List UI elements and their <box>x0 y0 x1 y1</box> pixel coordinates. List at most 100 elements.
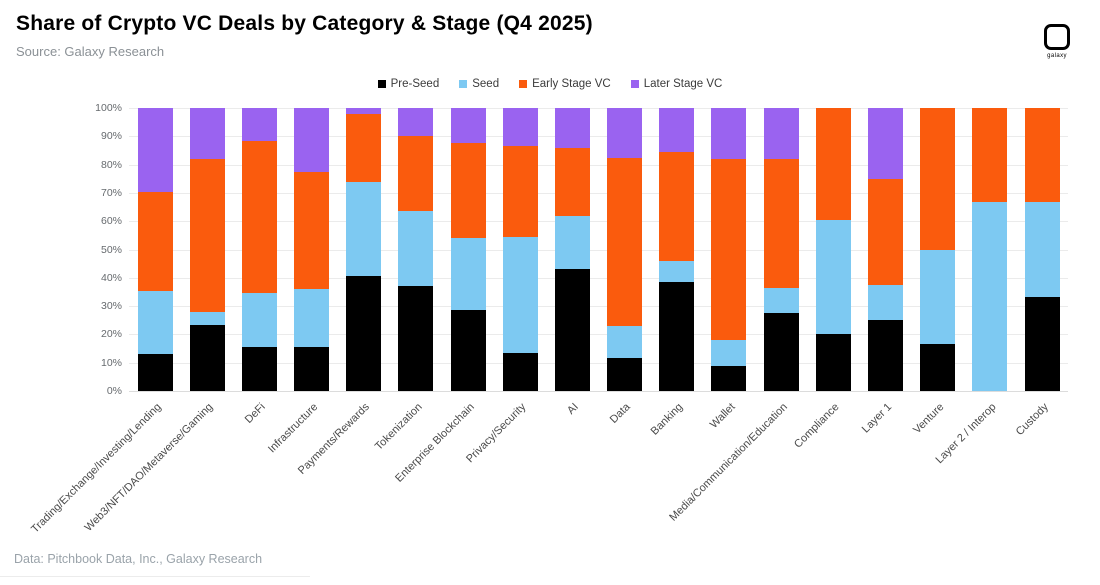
bar-segment-early-stage-vc <box>920 108 956 250</box>
bar-segment-pre-seed <box>294 347 330 391</box>
x-tick-label: Data <box>608 401 634 426</box>
bar-segment-pre-seed <box>763 313 799 391</box>
chart-source: Source: Galaxy Research <box>16 44 165 59</box>
x-tick-label: Venture <box>910 401 947 437</box>
gridline-20 <box>129 334 1068 336</box>
stacked-bar <box>763 108 799 391</box>
bar-segment-later-stage-vc <box>659 108 695 152</box>
legend-label: Pre-Seed <box>390 78 440 90</box>
bar-segment-seed <box>763 287 799 314</box>
gridline-70 <box>129 192 1068 194</box>
bar-segment-seed <box>294 289 330 348</box>
bar-segment-early-stage-vc <box>659 151 695 261</box>
bar-slot <box>651 108 703 391</box>
x-tick-label: Wallet <box>707 401 738 431</box>
bar-slot <box>703 108 755 391</box>
bar-segment-seed <box>972 202 1008 391</box>
legend-swatch-icon <box>519 80 528 88</box>
y-tick-label: 100% <box>95 102 122 114</box>
bar-slot <box>338 108 390 391</box>
bar-segment-early-stage-vc <box>346 113 382 182</box>
bar-segment-later-stage-vc <box>502 108 538 147</box>
bar-segment-pre-seed <box>920 343 956 391</box>
galaxy-logo: galaxy <box>1040 24 1074 59</box>
legend-label: Early Stage VC <box>532 78 611 90</box>
stacked-bar <box>450 108 486 391</box>
stacked-bar <box>815 108 851 391</box>
bar-segment-seed <box>502 236 538 353</box>
gridline-100 <box>129 108 1068 109</box>
stacked-bar <box>972 108 1008 391</box>
bar-segment-pre-seed <box>815 334 851 391</box>
bar-segment-seed <box>450 238 486 311</box>
bar-segment-pre-seed <box>867 320 903 391</box>
bar-slot <box>807 108 859 391</box>
y-tick-label: 0% <box>106 385 122 397</box>
y-tick-label: 30% <box>100 300 122 313</box>
bar-segment-seed <box>1024 202 1060 297</box>
stacked-bar <box>398 108 434 391</box>
bar-segment-seed <box>920 249 956 344</box>
bar-segment-early-stage-vc <box>450 143 486 239</box>
bar-segment-pre-seed <box>1024 296 1060 391</box>
galaxy-logo-icon <box>1044 24 1070 50</box>
y-tick-label: 20% <box>100 328 122 341</box>
stacked-bar <box>189 108 225 391</box>
stacked-bar <box>294 108 330 391</box>
bar-slot <box>286 108 338 391</box>
bar-segment-early-stage-vc <box>815 108 851 220</box>
bar-slot <box>390 108 442 391</box>
legend-item-seed: Seed <box>459 78 499 90</box>
legend-swatch-icon <box>630 80 639 88</box>
y-tick-label: 60% <box>100 215 122 228</box>
bar-slot <box>599 108 651 391</box>
bar-segment-early-stage-vc <box>763 158 799 288</box>
bar-segment-early-stage-vc <box>554 147 590 216</box>
bar-slot <box>859 108 911 391</box>
y-tick-label: 70% <box>100 186 122 199</box>
bar-segment-pre-seed <box>607 358 643 391</box>
x-tick-label: AI <box>565 401 581 417</box>
gridline-60 <box>129 221 1068 223</box>
legend-label: Later Stage VC <box>643 78 723 90</box>
legend-swatch-icon <box>459 80 468 88</box>
legend-item-pre-seed: Pre-Seed <box>377 78 440 90</box>
gridline-50 <box>129 249 1068 251</box>
bar-segment-early-stage-vc <box>867 178 903 285</box>
bar-segment-later-stage-vc <box>554 108 590 148</box>
bar-segment-pre-seed <box>398 286 434 391</box>
y-tick-label: 50% <box>100 243 122 256</box>
gridline-90 <box>129 136 1068 138</box>
plot-area <box>129 108 1068 392</box>
bar-segment-later-stage-vc <box>607 108 643 158</box>
x-tick-label: Custody <box>1013 401 1051 439</box>
x-tick-label: Media/Communication/Education <box>667 401 790 524</box>
bar-segment-early-stage-vc <box>972 108 1008 203</box>
x-tick-label: Tokenization <box>372 401 425 453</box>
stacked-bar <box>920 108 956 391</box>
bar-segment-seed <box>398 211 434 287</box>
x-tick-label: Compliance <box>792 401 842 451</box>
bar-segment-pre-seed <box>346 276 382 391</box>
galaxy-logo-text: galaxy <box>1047 53 1067 59</box>
bar-slot <box>181 108 233 391</box>
footer-divider <box>0 576 310 577</box>
bar-segment-later-stage-vc <box>294 108 330 172</box>
x-tick-label: Banking <box>648 401 686 438</box>
y-tick-label: 40% <box>100 271 122 284</box>
bar-segment-pre-seed <box>189 324 225 391</box>
bar-segment-later-stage-vc <box>241 108 277 141</box>
x-tick-label: Infrastructure <box>265 401 321 456</box>
bar-segment-seed <box>815 219 851 335</box>
y-tick-label: 80% <box>100 158 122 171</box>
stacked-bar <box>659 108 695 391</box>
bar-segment-later-stage-vc <box>137 108 173 192</box>
bar-segment-early-stage-vc <box>294 171 330 290</box>
bar-segment-later-stage-vc <box>763 108 799 159</box>
bar-slot <box>912 108 964 391</box>
bar-segment-seed <box>137 290 173 355</box>
bar-segment-pre-seed <box>137 354 173 391</box>
bar-segment-early-stage-vc <box>137 191 173 291</box>
y-tick-label: 10% <box>100 356 122 369</box>
